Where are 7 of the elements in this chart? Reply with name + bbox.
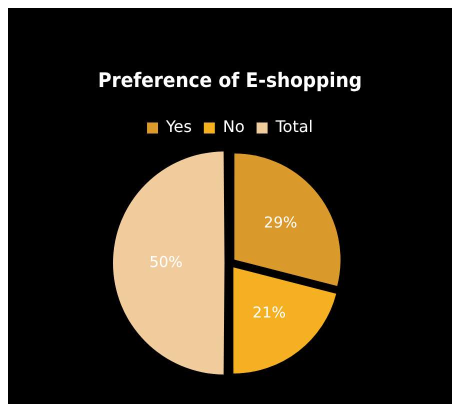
legend-label: No <box>222 117 245 136</box>
chart-title: Preference of E-shopping <box>98 68 362 92</box>
legend-label: Total <box>274 117 313 136</box>
data-label: 21% <box>252 303 286 322</box>
data-label: 50% <box>149 252 183 271</box>
legend-label: Yes <box>165 117 192 136</box>
data-label: 29% <box>264 214 298 232</box>
